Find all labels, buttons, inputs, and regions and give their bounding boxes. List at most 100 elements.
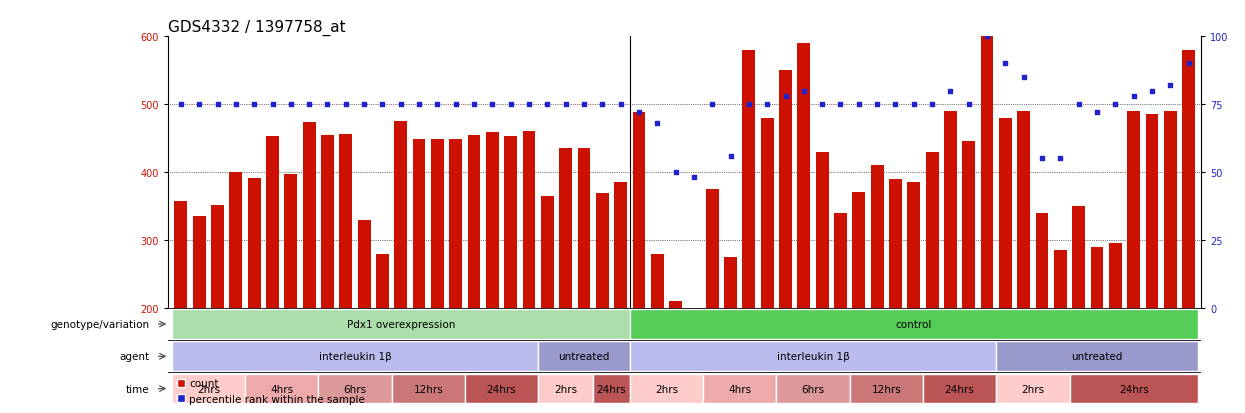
Point <box>904 102 924 108</box>
Bar <box>266 137 279 308</box>
Bar <box>284 175 298 308</box>
Bar <box>303 123 315 308</box>
Bar <box>779 71 792 308</box>
Bar <box>996 342 1198 371</box>
Bar <box>651 254 664 308</box>
Text: 6hrs: 6hrs <box>344 384 366 394</box>
Bar <box>996 374 1069 404</box>
Point <box>482 102 502 108</box>
Point <box>574 102 594 108</box>
Point <box>354 102 374 108</box>
Text: agent: agent <box>120 351 149 361</box>
Bar <box>630 309 1198 339</box>
Text: 2hrs: 2hrs <box>1021 384 1045 394</box>
Bar <box>449 140 462 308</box>
Text: untreated: untreated <box>558 351 610 361</box>
Point <box>500 102 520 108</box>
Bar <box>669 301 682 308</box>
Bar <box>742 51 756 308</box>
Bar <box>596 194 609 308</box>
Bar <box>926 152 939 308</box>
Text: 2hrs: 2hrs <box>655 384 679 394</box>
Bar <box>1164 112 1177 308</box>
Bar <box>870 166 884 308</box>
Point <box>299 102 319 108</box>
Bar <box>1017 112 1030 308</box>
Bar <box>798 44 810 308</box>
Point <box>830 102 850 108</box>
Point <box>593 102 613 108</box>
Bar <box>193 217 205 308</box>
Point <box>849 102 869 108</box>
Bar <box>538 342 630 371</box>
Bar <box>908 183 920 308</box>
Bar <box>172 342 538 371</box>
Bar <box>468 136 481 308</box>
Point <box>1068 102 1088 108</box>
Point <box>464 102 484 108</box>
Bar <box>538 374 593 404</box>
Point <box>776 93 796 100</box>
Point <box>629 110 649 116</box>
Bar <box>834 213 847 308</box>
Text: Pdx1 overexpression: Pdx1 overexpression <box>346 319 454 329</box>
Point <box>885 102 905 108</box>
Bar <box>703 374 777 404</box>
Bar <box>1072 206 1086 308</box>
Text: genotype/variation: genotype/variation <box>50 319 149 329</box>
Text: 24hrs: 24hrs <box>1119 384 1148 394</box>
Bar <box>395 122 407 308</box>
Bar <box>174 201 187 308</box>
Bar <box>630 342 996 371</box>
Point <box>281 102 301 108</box>
Text: interleukin 1β: interleukin 1β <box>777 351 849 361</box>
Point <box>1124 93 1144 100</box>
Point <box>336 102 356 108</box>
Text: interleukin 1β: interleukin 1β <box>319 351 391 361</box>
Bar <box>1109 244 1122 308</box>
Bar <box>321 135 334 308</box>
Bar <box>540 196 554 308</box>
Point <box>1179 61 1199 68</box>
Point <box>812 102 832 108</box>
Point <box>1032 156 1052 162</box>
Bar <box>523 132 535 308</box>
Point <box>610 102 630 108</box>
Bar <box>464 374 538 404</box>
Bar <box>889 179 901 308</box>
Point <box>923 102 942 108</box>
Legend: count, percentile rank within the sample: count, percentile rank within the sample <box>173 374 369 408</box>
Point <box>684 175 703 181</box>
Bar <box>1091 247 1103 308</box>
Bar <box>248 179 260 308</box>
Bar <box>1055 251 1067 308</box>
Text: GDS4332 / 1397758_at: GDS4332 / 1397758_at <box>168 20 346 36</box>
Bar <box>962 142 975 308</box>
Point <box>372 102 392 108</box>
Text: untreated: untreated <box>1071 351 1123 361</box>
Bar <box>504 137 517 308</box>
Bar <box>376 254 388 308</box>
Bar <box>357 220 371 308</box>
Bar <box>392 374 464 404</box>
Bar <box>486 133 499 308</box>
Bar <box>1145 115 1158 308</box>
Text: time: time <box>126 384 149 394</box>
Text: 4hrs: 4hrs <box>270 384 294 394</box>
Bar <box>1036 213 1048 308</box>
Bar <box>212 205 224 308</box>
Bar <box>815 152 829 308</box>
Point <box>1160 83 1180 89</box>
Point <box>977 34 997 40</box>
Point <box>1087 110 1107 116</box>
Point <box>1013 74 1033 81</box>
Point <box>794 88 814 95</box>
Point <box>868 102 888 108</box>
Bar <box>761 119 773 308</box>
Point <box>940 88 960 95</box>
Point <box>702 102 722 108</box>
Bar <box>706 190 718 308</box>
Bar <box>245 374 319 404</box>
Bar <box>229 173 243 308</box>
Point <box>519 102 539 108</box>
